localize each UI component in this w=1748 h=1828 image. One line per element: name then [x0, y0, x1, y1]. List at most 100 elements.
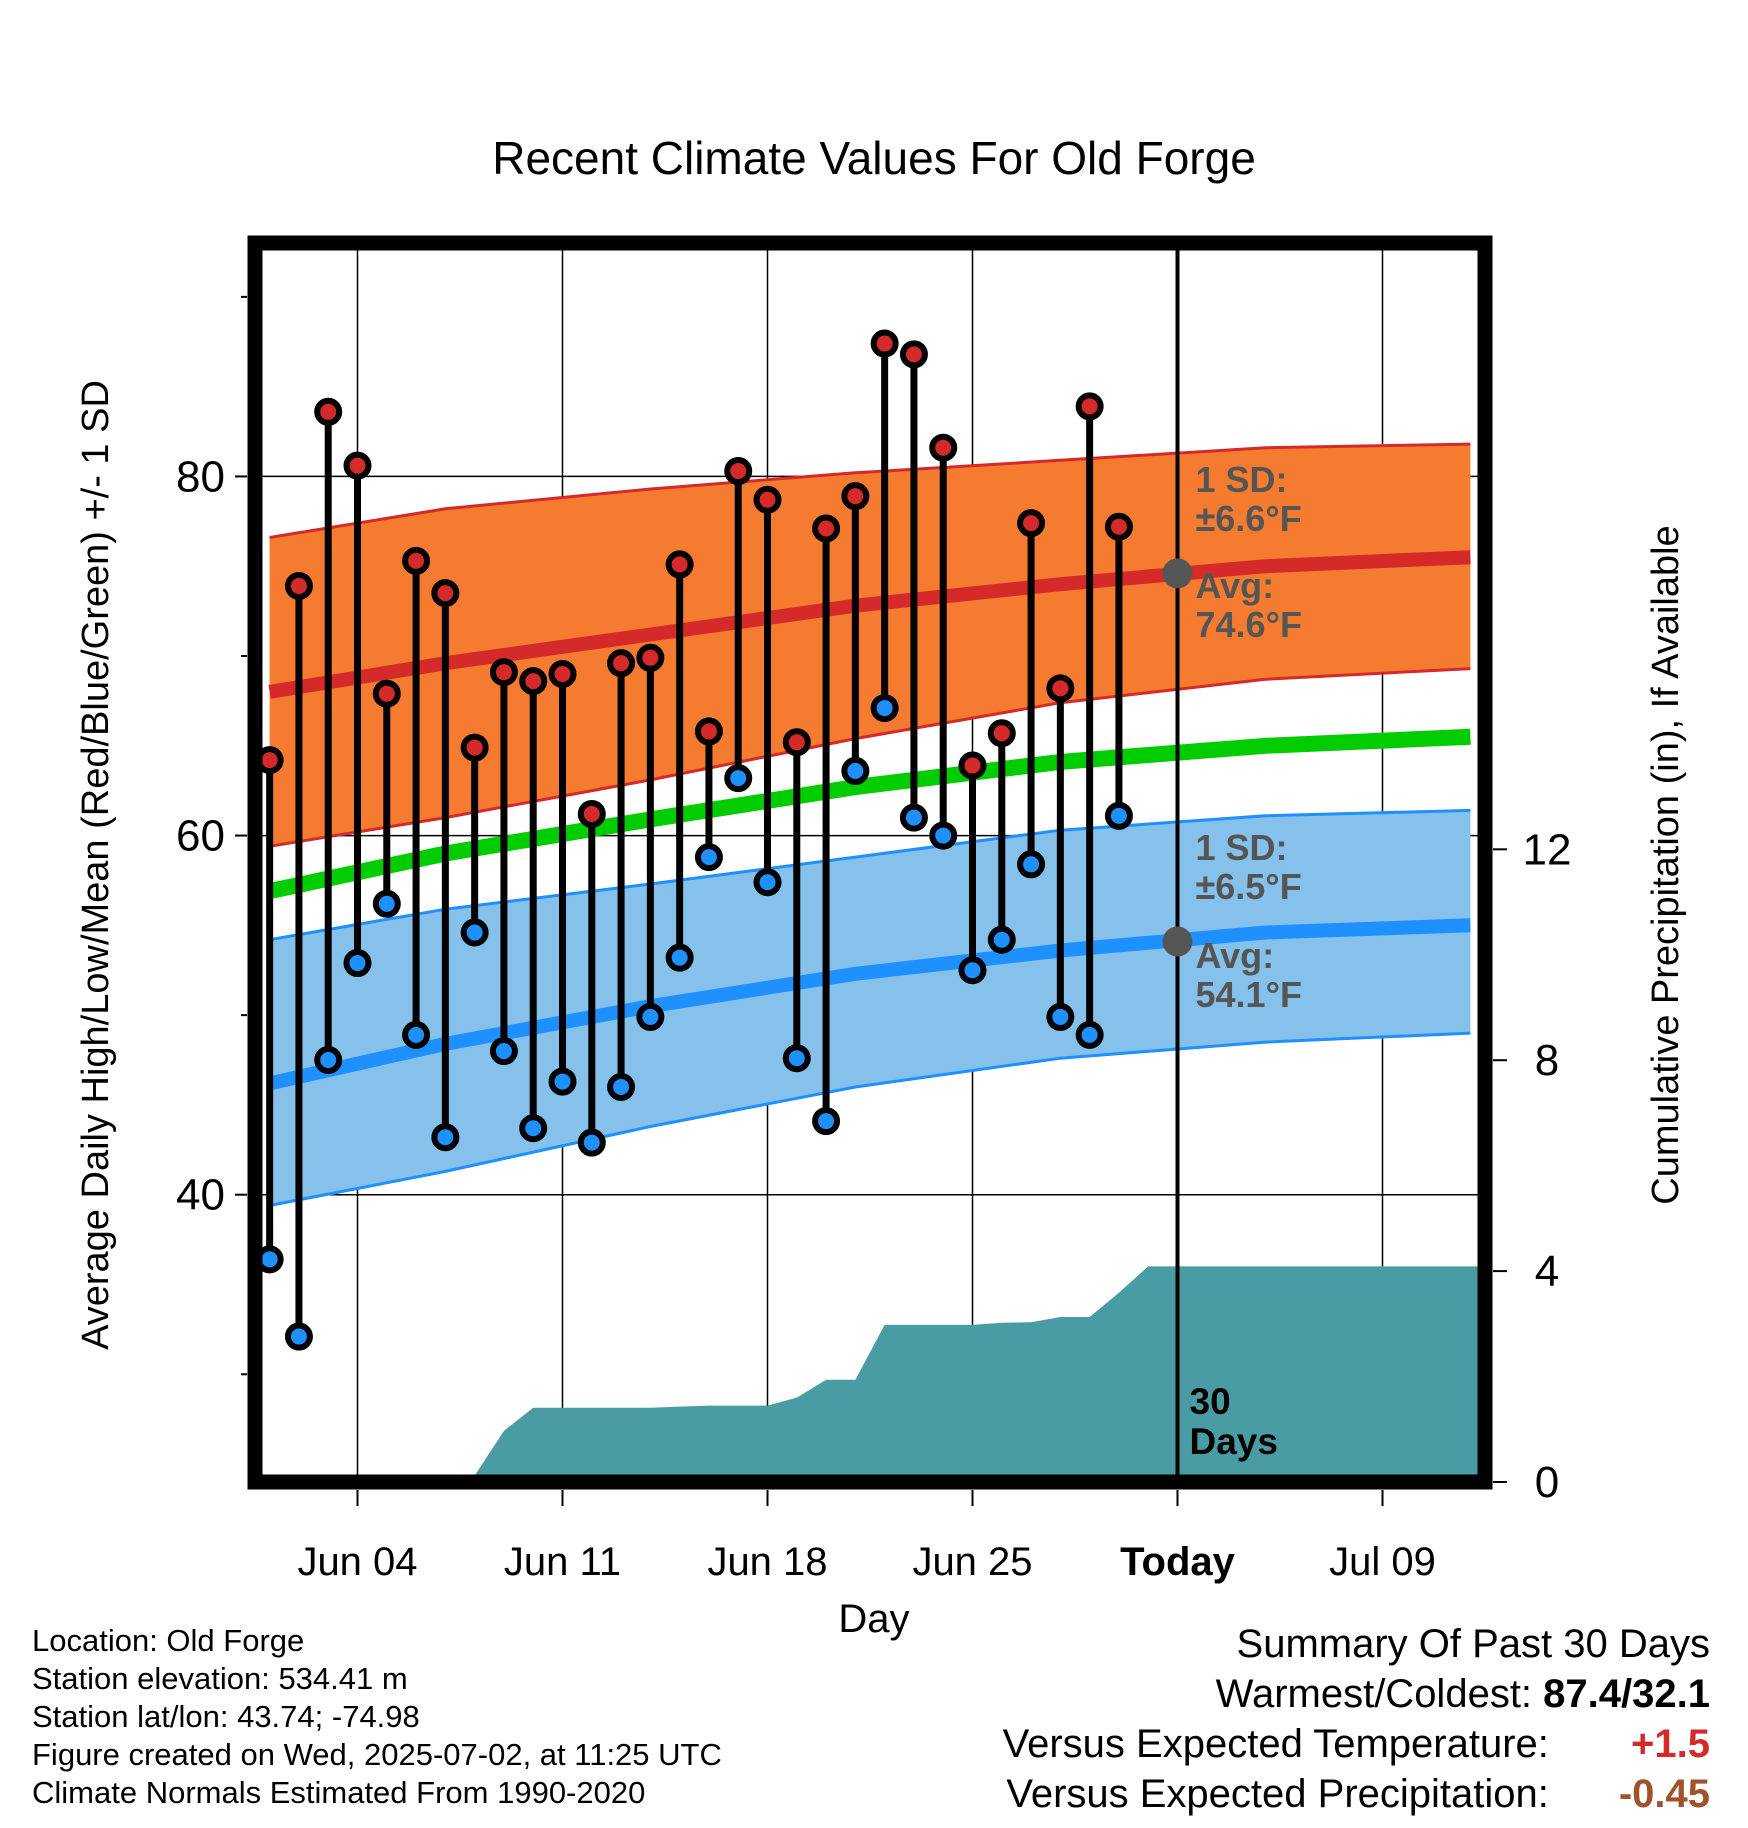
- high-point: [519, 667, 548, 696]
- high-point: [577, 800, 606, 829]
- low-point: [1046, 1002, 1075, 1031]
- plot-area: 1 SD: ±6.6°F Avg: 74.6°F 1 SD: ±6.5°F Avg: 54.1…: [255, 237, 1485, 1482]
- low-point: [782, 1044, 811, 1073]
- axes: 40 60 80 0 4 8 12 Jun 04 Jun 11 Jun 18 Jun 25 Today…: [176, 235, 1572, 1584]
- x-tick-label: Jun 25: [912, 1540, 1032, 1584]
- high-point: [782, 728, 811, 757]
- low-point: [343, 949, 372, 978]
- high-point: [841, 482, 870, 511]
- high-point: [958, 751, 987, 780]
- daily-bars: [266, 343, 1123, 1337]
- high-point: [314, 397, 343, 426]
- low-point: [694, 843, 723, 872]
- low-points: [255, 694, 1133, 1351]
- summary-precip-value: -0.45: [1618, 1772, 1710, 1816]
- high-avg-annotation: Avg: 74.6°F: [1196, 565, 1302, 645]
- summary-title: Summary Of Past 30 Days: [1236, 1622, 1710, 1666]
- x-tick-label: Jul 09: [1329, 1540, 1436, 1584]
- low-point: [812, 1107, 841, 1136]
- high-sd-upper-line: [269, 442, 1471, 539]
- low-point: [841, 756, 870, 785]
- low-avg-annotation: Avg: 54.1°F: [1196, 935, 1302, 1015]
- low-point: [460, 918, 489, 947]
- low-point: [577, 1128, 606, 1157]
- summary-temp-label: Versus Expected Temperature:: [1002, 1722, 1549, 1766]
- precipitation-area: [372, 1266, 1485, 1482]
- x-tick-label: Jun 11: [504, 1540, 621, 1584]
- high-point: [665, 550, 694, 579]
- y-right-tick-label: 0: [1535, 1458, 1559, 1507]
- high-point: [1046, 674, 1075, 703]
- high-point: [753, 485, 782, 514]
- summary-precip-label: Versus Expected Precipitation:: [1006, 1772, 1549, 1816]
- low-point: [1017, 850, 1046, 879]
- high-point: [694, 717, 723, 746]
- low-point: [519, 1114, 548, 1143]
- today-high-avg-marker: [1162, 558, 1193, 589]
- y-right-tick-label: 12: [1523, 825, 1572, 874]
- chart-title: Recent Climate Values For Old Forge: [492, 132, 1256, 184]
- high-point: [460, 733, 489, 762]
- info-elevation: Station elevation: 534.41 m: [32, 1661, 408, 1696]
- y-tick-label: 60: [176, 812, 225, 861]
- high-point: [548, 659, 577, 688]
- info-normals: Climate Normals Estimated From 1990-2020: [32, 1775, 646, 1810]
- low-point: [665, 943, 694, 972]
- low-point: [753, 868, 782, 897]
- info-created: Figure created on Wed, 2025-07-02, at 11…: [32, 1737, 722, 1772]
- y-tick-label: 80: [176, 452, 225, 501]
- high-point: [284, 571, 313, 600]
- low-sd-annotation: 1 SD: ±6.5°F: [1196, 827, 1302, 907]
- summary-warmest-coldest-label: Warmest/Coldest:: [1215, 1672, 1533, 1716]
- high-point: [929, 433, 958, 462]
- low-point: [489, 1037, 518, 1066]
- summary-temp-value: +1.5: [1631, 1722, 1710, 1766]
- low-point: [372, 889, 401, 918]
- low-point: [607, 1072, 636, 1101]
- high-point: [372, 679, 401, 708]
- y-axis-label: Average Daily High/Low/Mean (Red/Blue/Gr…: [75, 380, 117, 1350]
- y-right-tick-label: 8: [1535, 1036, 1559, 1085]
- high-point: [870, 329, 899, 358]
- high-sd-annotation: 1 SD: ±6.6°F: [1196, 459, 1302, 539]
- summary-temp: Versus Expected Temperature: +1.5: [1003, 1719, 1710, 1769]
- low-point: [284, 1322, 313, 1351]
- low-point: [636, 1002, 665, 1031]
- y-tick-label: 40: [176, 1171, 225, 1220]
- high-point: [431, 579, 460, 608]
- low-point: [929, 821, 958, 850]
- low-point: [431, 1123, 460, 1152]
- high-point: [987, 719, 1016, 748]
- low-point: [958, 956, 987, 985]
- today-days-label: 30 Days: [1190, 1381, 1278, 1462]
- low-sd-lower-line: [269, 1031, 1471, 1207]
- high-point: [724, 457, 753, 486]
- high-sd-band: [269, 444, 1471, 847]
- x-axis-label: Day: [838, 1597, 909, 1641]
- high-point: [636, 643, 665, 672]
- high-point: [402, 546, 431, 575]
- high-point: [1075, 392, 1104, 421]
- low-point: [870, 694, 899, 723]
- y-right-tick-label: 4: [1535, 1247, 1559, 1296]
- low-point: [1075, 1020, 1104, 1049]
- low-point: [402, 1020, 431, 1049]
- high-point: [343, 451, 372, 480]
- low-point: [987, 925, 1016, 954]
- high-point: [1104, 512, 1133, 541]
- low-point: [548, 1067, 577, 1096]
- plot-frame: [247, 235, 1493, 1490]
- low-point: [724, 764, 753, 793]
- summary-warmest-coldest-value: 87.4/32.1: [1543, 1672, 1710, 1716]
- info-latlon: Station lat/lon: 43.74; -74.98: [32, 1699, 420, 1734]
- low-sd-band: [269, 810, 1471, 1206]
- summary-precip: Versus Expected Precipitation: -0.45: [1003, 1769, 1710, 1819]
- high-points: [255, 329, 1133, 829]
- x-tick-label: Jun 04: [297, 1540, 417, 1584]
- high-point: [489, 658, 518, 687]
- low-point: [1104, 801, 1133, 830]
- x-tick-label: Jun 18: [707, 1540, 827, 1584]
- x-tick-label: Today: [1120, 1540, 1236, 1584]
- today-low-avg-marker: [1162, 926, 1193, 957]
